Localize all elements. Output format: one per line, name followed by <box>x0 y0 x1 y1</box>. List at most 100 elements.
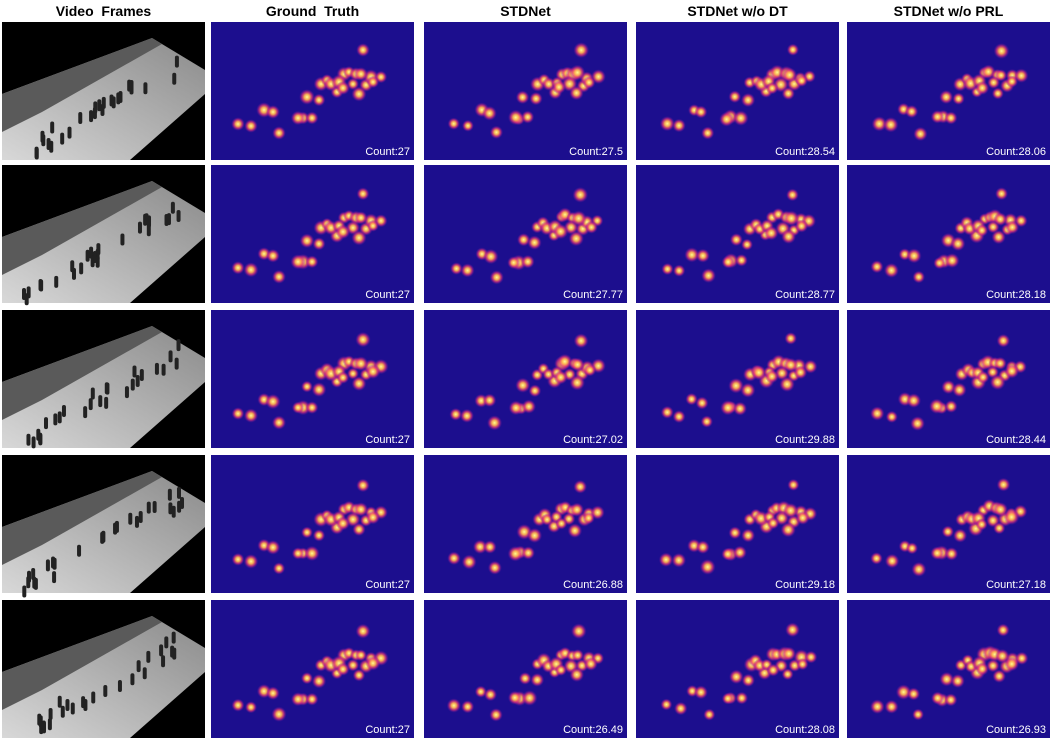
count-label: Count:28.54 <box>775 146 835 158</box>
density-blob <box>573 333 589 349</box>
map-bg <box>211 600 414 738</box>
density-blob <box>975 80 990 96</box>
density-blob <box>939 89 954 105</box>
map-bg <box>847 310 1050 448</box>
pedestrian <box>144 213 149 226</box>
pedestrian <box>24 293 29 306</box>
pedestrian <box>91 691 96 704</box>
density-blob <box>719 111 735 127</box>
density-blob <box>530 672 545 687</box>
density-blob <box>570 357 585 372</box>
count-label: Count:28.18 <box>986 289 1046 301</box>
density-blob <box>351 376 367 392</box>
density-blob <box>265 393 281 410</box>
density-blob <box>305 255 319 269</box>
shrubs <box>2 326 162 420</box>
density-blob <box>803 359 818 374</box>
map-bg <box>211 455 414 593</box>
density-blob <box>482 105 497 121</box>
density-map: Count:27 <box>211 310 414 448</box>
density-blob <box>487 560 502 575</box>
density-blob <box>507 256 521 270</box>
density-blob <box>336 662 350 676</box>
density-blob <box>461 700 475 714</box>
video-frame <box>2 310 205 449</box>
pedestrian <box>38 715 43 728</box>
pedestrian <box>130 378 135 391</box>
density-blob <box>672 410 686 424</box>
density-blob <box>571 649 585 662</box>
density-blob <box>521 546 536 560</box>
density-blob <box>728 669 744 685</box>
density-map: Count:28.44 <box>847 310 1050 448</box>
density-blob <box>272 562 286 575</box>
pedestrian <box>118 90 123 103</box>
pedestrian <box>114 520 119 533</box>
density-blob <box>336 371 350 384</box>
density-blob <box>952 92 965 106</box>
density-blob <box>447 551 461 566</box>
pedestrian <box>164 636 169 649</box>
pedestrian <box>57 695 62 708</box>
density-blob <box>793 365 808 380</box>
density-blob <box>870 260 884 274</box>
density-blob <box>765 81 779 95</box>
density-blob <box>582 76 596 89</box>
density-blob <box>305 401 319 415</box>
density-blob <box>472 539 488 555</box>
pedestrian <box>159 644 164 657</box>
pedestrian <box>70 260 75 273</box>
density-blob <box>905 542 919 555</box>
pedestrian <box>101 96 106 109</box>
density-blob <box>658 552 674 568</box>
density-blob <box>996 333 1011 348</box>
density-blob <box>272 126 286 140</box>
density-blob <box>785 622 800 638</box>
pedestrian <box>52 571 57 584</box>
density-map: Count:29.88 <box>636 310 839 448</box>
density-blob <box>740 382 756 398</box>
density-blob <box>584 220 598 234</box>
density-blob <box>507 545 524 562</box>
pedestrian <box>90 387 95 400</box>
pedestrian <box>174 357 179 370</box>
pedestrian <box>132 365 137 378</box>
density-blob <box>583 363 597 377</box>
density-blob <box>300 526 314 539</box>
pedestrian <box>172 72 177 85</box>
density-blob <box>486 415 503 431</box>
pedestrian <box>130 673 135 686</box>
density-blob <box>729 233 743 247</box>
density-map: Count:27.18 <box>847 455 1050 593</box>
density-blob <box>693 685 708 700</box>
density-blob <box>695 396 709 410</box>
pedestrian <box>53 413 58 426</box>
pedestrian <box>83 698 88 711</box>
density-blob <box>572 186 589 203</box>
density-map: Count:27 <box>211 455 414 593</box>
density-blob <box>913 126 928 142</box>
density-blob <box>521 110 535 124</box>
pedestrian <box>137 221 142 234</box>
density-blob <box>356 187 370 201</box>
map-bg <box>636 455 839 593</box>
pedestrian <box>171 631 176 644</box>
density-blob <box>991 87 1004 100</box>
pedestrian <box>139 369 144 382</box>
density-blob <box>1003 509 1020 526</box>
density-map: Count:26.93 <box>847 600 1050 738</box>
density-blob <box>520 254 535 269</box>
pedestrian <box>47 718 52 731</box>
density-blob <box>944 693 958 707</box>
density-blob <box>489 708 503 722</box>
density-blob <box>906 248 922 264</box>
pedestrian <box>161 655 166 668</box>
pedestrian <box>60 132 65 145</box>
density-blob <box>700 415 714 428</box>
pedestrian <box>22 585 27 598</box>
density-blob <box>461 119 474 132</box>
density-blob <box>335 224 351 240</box>
count-label: Count:27.77 <box>563 289 623 301</box>
map-bg <box>847 600 1050 738</box>
density-blob <box>449 407 463 421</box>
